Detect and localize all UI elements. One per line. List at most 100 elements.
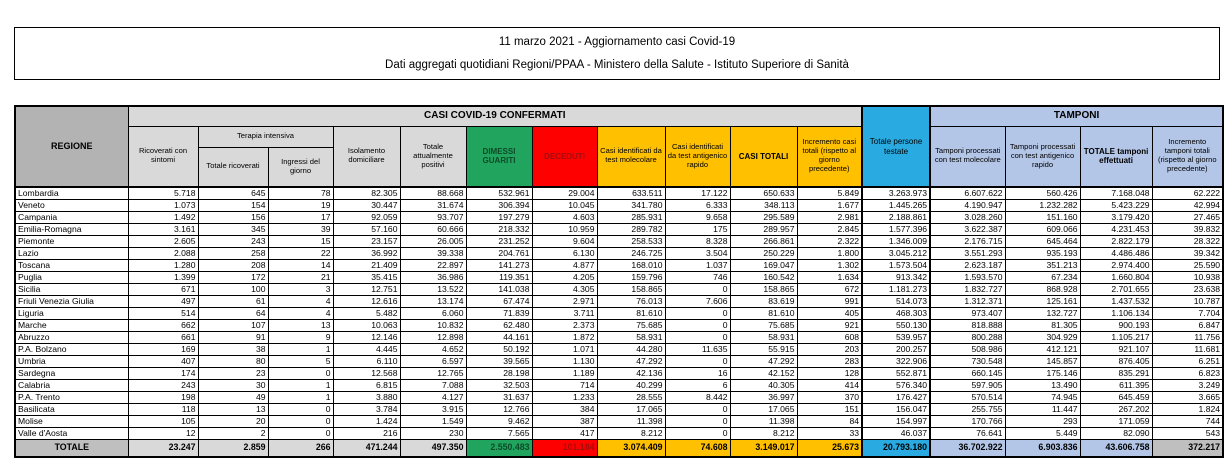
value-cell: 633.511 — [596, 186, 666, 200]
value-cell: 30 — [197, 379, 269, 392]
value-cell: 1 — [267, 343, 334, 356]
value-cell: 0 — [664, 403, 731, 416]
table-row: Lazio 2.088 258 22 36.992 39.338 204.761 6.130… — [14, 247, 1224, 260]
value-cell: 17.122 — [664, 186, 731, 200]
header-incremento-tamponi: Incremento tamponi totali (rispetto al g… — [1151, 125, 1224, 188]
value-cell: 3.784 — [332, 403, 401, 416]
value-cell: 7.704 — [1151, 307, 1224, 320]
value-cell: 921 — [796, 319, 863, 332]
totale-value-cell: 6.903.836 — [1004, 439, 1081, 457]
header-dimessi-guariti: DIMESSI GUARITI — [465, 125, 533, 188]
value-cell: 407 — [127, 355, 199, 368]
value-cell: 6.251 — [1151, 355, 1224, 368]
value-cell: 2.176.715 — [929, 235, 1006, 248]
value-cell: 5.482 — [332, 307, 401, 320]
value-cell: 154.997 — [861, 415, 932, 428]
value-cell: 4.486.486 — [1079, 247, 1153, 260]
value-cell: 576.340 — [861, 379, 932, 392]
value-cell: 4.445 — [332, 343, 401, 356]
value-cell: 5 — [267, 355, 334, 368]
value-cell: 12.898 — [399, 331, 467, 344]
value-cell: 913.342 — [861, 271, 932, 284]
totale-value-cell: 23.247 — [127, 439, 199, 457]
value-cell: 71.839 — [465, 307, 533, 320]
value-cell: 730.548 — [929, 355, 1006, 368]
value-cell: 405 — [796, 307, 863, 320]
value-cell: 125.161 — [1004, 295, 1081, 308]
region-cell: Molise — [14, 415, 129, 428]
value-cell: 243 — [127, 379, 199, 392]
value-cell: 10.959 — [531, 223, 598, 236]
value-cell: 1.549 — [399, 415, 467, 428]
totale-value-cell: 2.859 — [197, 439, 269, 457]
table-row: Calabria 243 30 1 6.815 7.088 32.503 714 40.299… — [14, 379, 1224, 392]
value-cell: 12.751 — [332, 283, 401, 296]
value-cell: 1.233 — [531, 391, 598, 404]
value-cell: 4.603 — [531, 211, 598, 224]
value-cell: 2 — [197, 427, 269, 440]
region-cell: Emilia-Romagna — [14, 223, 129, 236]
value-cell: 82.305 — [332, 186, 401, 200]
value-cell: 67.234 — [1004, 271, 1081, 284]
value-cell: 1.437.532 — [1079, 295, 1153, 308]
value-cell: 25.590 — [1151, 259, 1224, 272]
value-cell: 800.288 — [929, 331, 1006, 344]
value-cell: 6.823 — [1151, 367, 1224, 380]
value-cell: 13.522 — [399, 283, 467, 296]
region-cell: Sardegna — [14, 367, 129, 380]
value-cell: 36.997 — [729, 391, 798, 404]
value-cell: 6.597 — [399, 355, 467, 368]
value-cell: 4.205 — [531, 271, 598, 284]
value-cell: 159.796 — [596, 271, 666, 284]
value-cell: 67.474 — [465, 295, 533, 308]
value-cell: 283 — [796, 355, 863, 368]
value-cell: 39.338 — [399, 247, 467, 260]
value-cell: 1.573.504 — [861, 259, 932, 272]
header-totale-tamponi: TOTALE tamponi effettuati — [1079, 125, 1153, 188]
region-cell: Sicilia — [14, 283, 129, 296]
value-cell: 1.280 — [127, 259, 199, 272]
value-cell: 2.322 — [796, 235, 863, 248]
value-cell: 868.928 — [1004, 283, 1081, 296]
totale-value-cell: 101.184 — [531, 439, 598, 457]
header-casi-test-antigenico: Casi identificati da test antigenico rap… — [664, 125, 731, 188]
value-cell: 50.192 — [465, 343, 533, 356]
value-cell: 7.565 — [465, 427, 533, 440]
value-cell: 662 — [127, 319, 199, 332]
value-cell: 76.013 — [596, 295, 666, 308]
value-cell: 597.905 — [929, 379, 1006, 392]
value-cell: 3.711 — [531, 307, 598, 320]
value-cell: 744 — [1151, 415, 1224, 428]
value-cell: 9.462 — [465, 415, 533, 428]
value-cell: 5.449 — [1004, 427, 1081, 440]
value-cell: 14 — [267, 259, 334, 272]
value-cell: 22 — [267, 247, 334, 260]
value-cell: 23 — [197, 367, 269, 380]
value-cell: 0 — [664, 355, 731, 368]
value-cell: 900.193 — [1079, 319, 1153, 332]
value-cell: 141.038 — [465, 283, 533, 296]
value-cell: 42.152 — [729, 367, 798, 380]
value-cell: 107 — [197, 319, 269, 332]
header-ingressi-del-giorno: Ingressi del giorno — [267, 146, 334, 188]
report-date-line: 11 marzo 2021 - Aggiornamento casi Covid… — [498, 36, 736, 48]
region-cell: Abruzzo — [14, 331, 129, 344]
value-cell: 203 — [796, 343, 863, 356]
value-cell: 3.161 — [127, 223, 199, 236]
totale-value-cell: 497.350 — [399, 439, 467, 457]
value-cell: 80 — [197, 355, 269, 368]
value-cell: 12.146 — [332, 331, 401, 344]
value-cell: 1.800 — [796, 247, 863, 260]
value-cell: 991 — [796, 295, 863, 308]
value-cell: 15 — [267, 235, 334, 248]
table-row: Umbria 407 80 5 6.110 6.597 39.565 1.130 47.292… — [14, 355, 1224, 368]
region-cell: Veneto — [14, 199, 129, 212]
region-cell: Toscana — [14, 259, 129, 272]
value-cell: 78 — [267, 186, 334, 200]
value-cell: 0 — [267, 367, 334, 380]
value-cell: 13 — [197, 403, 269, 416]
region-cell: Lazio — [14, 247, 129, 260]
value-cell: 29.004 — [531, 186, 598, 200]
value-cell: 412.121 — [1004, 343, 1081, 356]
